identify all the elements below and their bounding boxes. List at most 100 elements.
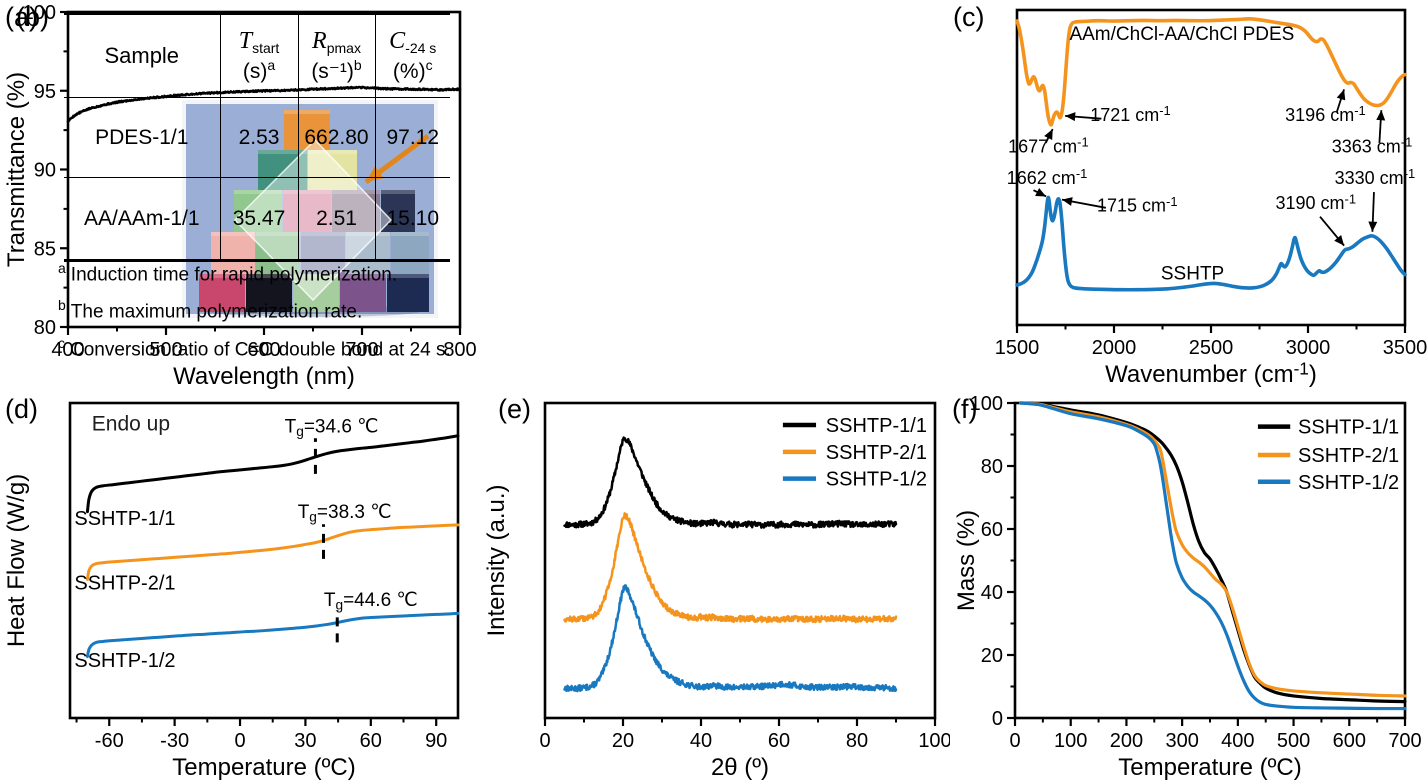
chart-text: 700 (1388, 730, 1421, 752)
chart-text: 3500 (1383, 337, 1427, 359)
panel-f-tga: (f) 0 100 200 300 400 500 600 700 0 20 40 60 80 100 Te… (950, 390, 1427, 780)
chart-text: SSHTP-1/2 (826, 469, 927, 491)
xrd-chart: 0 20 40 60 80 100 2θ (º) Intensity (a.u.) SSHTP-… (483, 401, 950, 780)
series-SSHTP-1/2 (563, 584, 898, 693)
chart-text: 100 (918, 730, 950, 752)
chart-text: 3190 cm-1​ (1275, 191, 1356, 213)
chart-text: Mass (%) (953, 510, 980, 611)
ftir-chart: 1500 2000 2500 3000 3500 Wavenumber (cm-1​) AA… (995, 8, 1427, 388)
chart-text: 100 (23, 2, 56, 24)
table-cell: Rpmax (s⁻¹)b (297, 13, 375, 98)
panel-b-table: (b) Sample Tstart (s)a Rpmax (s⁻¹)b C-24 s (%)… (0, 0, 470, 390)
chart-text: 2500 (1189, 337, 1234, 359)
chart-text: SSHTP-2/1 (826, 442, 927, 464)
block-highlight (293, 274, 339, 278)
chart-text: 3363 cm-1​ (1332, 135, 1413, 157)
arrowhead (1334, 235, 1345, 246)
table-cell: 662.80 (297, 97, 375, 178)
chart-text: 0 (1009, 730, 1020, 752)
block-highlight (199, 274, 245, 278)
chart-text: 2000 (1092, 337, 1137, 359)
block-highlight (387, 274, 429, 278)
colored-block (387, 274, 429, 312)
panel-d-label: (d) (5, 394, 38, 424)
chart-text: 1715 cm-1​ (1097, 194, 1178, 216)
footnote: a Induction time for rapid polymerization… (58, 260, 398, 286)
series-SSHTP-2/1 (563, 512, 898, 624)
chart-text: 3000 (1286, 337, 1331, 359)
chart-text: 1500 (995, 337, 1040, 359)
panel-b-label: (b) (16, 2, 49, 32)
block-highlight (340, 274, 386, 278)
chart-text: 3196 cm-1​ (1285, 103, 1366, 125)
arrowhead (1044, 129, 1053, 141)
series-SSHTP-1/1 (85, 434, 460, 514)
table-cell: 2.51 (297, 177, 375, 261)
panel-c-ftir: (c) 1500 2000 2500 3000 3500 Wavenumber (cm-1… (950, 0, 1427, 390)
chart-text: 600 (247, 339, 280, 361)
chart-text: 0 (992, 708, 1003, 730)
series-AAm/ChCl-AA/ChCl PDES (1015, 17, 1407, 127)
footnote: c Conversion ratio of C=C double bond at … (58, 334, 451, 360)
chart-text: 60 (360, 730, 382, 752)
chart-text: 60 (981, 519, 1003, 541)
chart-text: 85 (34, 238, 56, 260)
dsc-chart: -60 -30 0 30 60 90 Temperature (ºC) Heat Flow (… (3, 401, 460, 780)
chart-text: 40 (690, 730, 712, 752)
table-cell: Tstart (s)a (219, 13, 298, 98)
chart-text: SSHTP-1/1 (74, 508, 175, 530)
chart-text: 30 (294, 730, 316, 752)
chart-text: 3330 cm-1​ (1335, 166, 1416, 188)
colored-block (246, 274, 292, 312)
polymerization-table: Sample Tstart (s)a Rpmax (s⁻¹)b C-24 s (%)c PDE… (64, 12, 450, 262)
chart-text: 20 (981, 645, 1003, 667)
table-cell: C-24 s (%)c (374, 13, 450, 98)
chart-text: 100 (1054, 730, 1087, 752)
chart-text: SSHTP-1/2 (74, 650, 175, 672)
table-cell: 35.47 (219, 177, 298, 261)
panel-e-label: (e) (498, 394, 531, 424)
chart-text: Tg​=44.6 ℃ (324, 590, 418, 612)
arrowhead (1035, 187, 1047, 197)
chart-text: 95 (34, 81, 56, 103)
table-cell: 15.10 (374, 177, 450, 261)
arrowhead (1376, 110, 1386, 121)
chart-text: 80 (846, 730, 868, 752)
series-SSHTP-2/1 (85, 523, 460, 581)
chart-text: SSHTP-1/1 (1298, 417, 1399, 439)
chart-text: Temperature (ºC) (172, 754, 355, 780)
chart-text: Tg​=34.6 ℃ (285, 417, 379, 439)
chart-text: SSHTP-1/2 (1298, 472, 1399, 494)
arrowhead (1336, 89, 1346, 101)
chart-text: 100 (970, 393, 1003, 415)
chart-text: 800 (443, 339, 476, 361)
tga-chart: 0 100 200 300 400 500 600 700 0 20 40 60 80 100 Temper… (953, 393, 1422, 780)
chart-text: 80 (981, 456, 1003, 478)
chart-text: 2θ (º) (711, 754, 769, 780)
series-SSHTP-1/1 (563, 436, 898, 529)
chart-text: -30 (160, 730, 189, 752)
chart-text: 600 (1333, 730, 1366, 752)
chart-text: 0 (539, 730, 550, 752)
series-SSHTP-1/1 (1018, 401, 1407, 704)
table-cell: 2.53 (219, 97, 298, 178)
chart-text: 1721 cm-1​ (1090, 103, 1171, 125)
chart-text: Transmittance (%) (3, 72, 30, 267)
chart-text: 60 (768, 730, 790, 752)
block-highlight (246, 274, 292, 278)
table-cell: Sample (64, 13, 220, 98)
chart-text: 500 (1277, 730, 1310, 752)
panel-e-xrd: (e) 0 20 40 60 80 100 2θ (º) Intensity (a.u.) SS… (480, 390, 950, 780)
chart-text: 1677 cm-1​ (1008, 135, 1089, 157)
chart-text: Tg​=38.3 ℃ (298, 502, 392, 524)
chart-text: 80 (34, 317, 56, 339)
arrowhead (1368, 221, 1378, 232)
table-footnotes: a Induction time for rapid polymerization… (58, 260, 458, 372)
chart-text: 90 (425, 730, 447, 752)
series-SSHTP-1/2 (1018, 401, 1407, 711)
chart-text: Temperature (ºC) (1118, 754, 1301, 780)
chart-text: SSHTP (1161, 263, 1224, 284)
colored-block (340, 274, 386, 312)
chart-text: SSHTP-2/1 (1298, 445, 1399, 467)
